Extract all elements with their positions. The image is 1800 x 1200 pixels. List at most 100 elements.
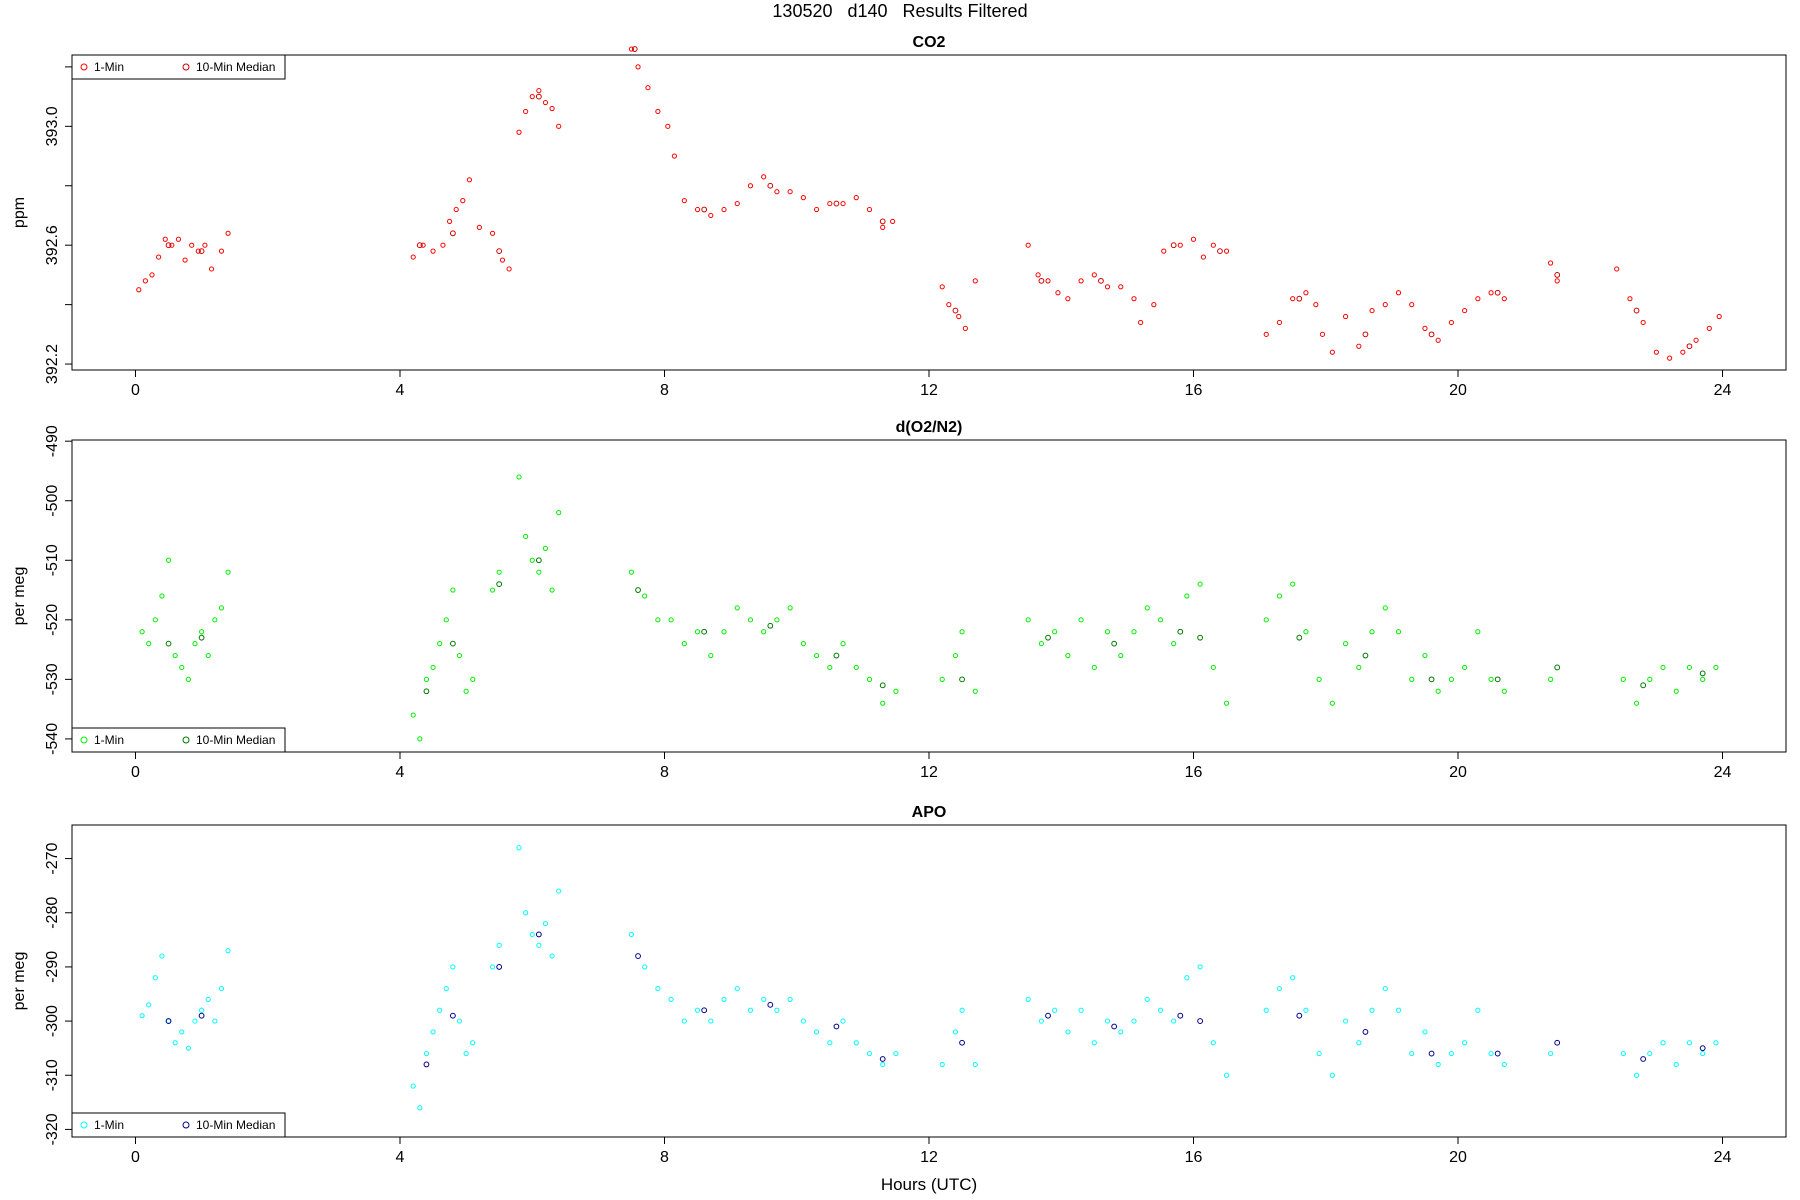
data-point bbox=[959, 676, 965, 683]
data-point bbox=[813, 206, 820, 213]
data-point bbox=[952, 1029, 959, 1035]
data-point bbox=[767, 622, 774, 629]
data-point bbox=[1428, 1050, 1435, 1057]
data-point bbox=[1554, 1039, 1561, 1046]
data-point bbox=[1078, 1007, 1084, 1013]
y-axis-label: per meg bbox=[11, 567, 28, 626]
data-point bbox=[1098, 277, 1104, 284]
data-point bbox=[159, 593, 165, 599]
data-point bbox=[635, 587, 641, 593]
data-point bbox=[1382, 985, 1388, 992]
data-point bbox=[536, 569, 542, 575]
data-point bbox=[1640, 319, 1646, 326]
data-point bbox=[880, 700, 886, 706]
data-point bbox=[1422, 652, 1428, 659]
data-point bbox=[456, 652, 463, 659]
data-point bbox=[1614, 266, 1620, 272]
data-point bbox=[175, 236, 182, 242]
data-point bbox=[1501, 688, 1507, 694]
plot-frame bbox=[71, 824, 1787, 1138]
legend-label: 10-Min Median bbox=[196, 733, 275, 747]
plot-frame bbox=[71, 439, 1787, 753]
data-point bbox=[655, 108, 661, 115]
data-point bbox=[787, 605, 793, 611]
data-point bbox=[1025, 617, 1031, 623]
data-point bbox=[1494, 1050, 1501, 1057]
data-point bbox=[1290, 975, 1296, 981]
y-tick-label: -510 bbox=[44, 544, 61, 576]
data-point bbox=[800, 641, 806, 647]
data-point bbox=[694, 629, 701, 635]
data-point bbox=[198, 248, 205, 255]
data-point bbox=[205, 652, 211, 659]
data-point bbox=[708, 212, 714, 219]
data-point bbox=[1104, 629, 1111, 635]
data-point bbox=[1290, 296, 1296, 302]
data-point bbox=[1435, 337, 1441, 343]
data-point bbox=[489, 587, 496, 593]
legend-marker bbox=[80, 1121, 88, 1129]
data-point bbox=[506, 266, 512, 272]
x-tick-label: 8 bbox=[660, 1149, 669, 1166]
data-point bbox=[959, 1007, 965, 1013]
data-point bbox=[1045, 1012, 1051, 1019]
data-point bbox=[747, 1007, 754, 1013]
data-point bbox=[1038, 641, 1045, 647]
data-point bbox=[1342, 1018, 1349, 1024]
data-point bbox=[430, 248, 436, 254]
data-point bbox=[668, 996, 674, 1003]
data-point bbox=[1065, 652, 1071, 659]
data-point bbox=[708, 1018, 714, 1024]
data-point bbox=[1448, 1050, 1454, 1057]
data-point bbox=[1316, 676, 1322, 682]
data-point bbox=[1428, 331, 1435, 338]
data-point bbox=[1190, 236, 1197, 242]
data-point bbox=[1052, 1007, 1058, 1013]
data-point bbox=[1290, 581, 1296, 587]
series-one-min bbox=[139, 845, 1719, 1111]
data-point bbox=[1640, 1056, 1647, 1062]
y-tick-label: -280 bbox=[44, 897, 61, 929]
data-point bbox=[1045, 634, 1051, 641]
data-point bbox=[470, 676, 476, 682]
data-point bbox=[800, 1018, 806, 1024]
data-point bbox=[1276, 593, 1283, 599]
legend-marker bbox=[182, 736, 190, 744]
data-point bbox=[165, 1018, 172, 1024]
series-one-min bbox=[136, 46, 1722, 361]
data-point bbox=[149, 272, 155, 278]
data-point bbox=[879, 1056, 886, 1062]
data-point bbox=[1660, 664, 1666, 671]
data-point bbox=[761, 174, 767, 180]
legend-marker bbox=[182, 1121, 190, 1129]
data-point bbox=[549, 953, 555, 959]
data-point bbox=[523, 108, 529, 115]
data-point bbox=[827, 664, 833, 671]
x-tick-label: 12 bbox=[920, 1149, 938, 1166]
data-point bbox=[169, 242, 175, 248]
data-point bbox=[761, 996, 767, 1003]
data-point bbox=[496, 942, 502, 948]
data-point bbox=[225, 569, 231, 575]
data-point bbox=[774, 1007, 780, 1013]
x-tick-label: 24 bbox=[1714, 1149, 1732, 1166]
y-tick-label: 392.6 bbox=[44, 225, 61, 265]
data-point bbox=[1065, 296, 1071, 302]
data-point bbox=[701, 628, 708, 635]
data-point bbox=[721, 206, 727, 213]
data-point bbox=[1197, 634, 1204, 641]
data-point bbox=[443, 617, 449, 623]
data-point bbox=[499, 257, 506, 263]
data-point bbox=[542, 920, 549, 927]
data-point bbox=[516, 845, 522, 851]
data-point bbox=[1494, 676, 1501, 683]
data-point bbox=[212, 617, 218, 623]
data-point bbox=[218, 985, 225, 992]
data-point bbox=[767, 1001, 774, 1008]
legend: 1-Min 10-Min Median bbox=[71, 1112, 286, 1138]
data-point bbox=[1210, 242, 1216, 248]
data-point bbox=[535, 93, 542, 100]
data-point bbox=[952, 307, 959, 314]
data-point bbox=[172, 1040, 178, 1046]
